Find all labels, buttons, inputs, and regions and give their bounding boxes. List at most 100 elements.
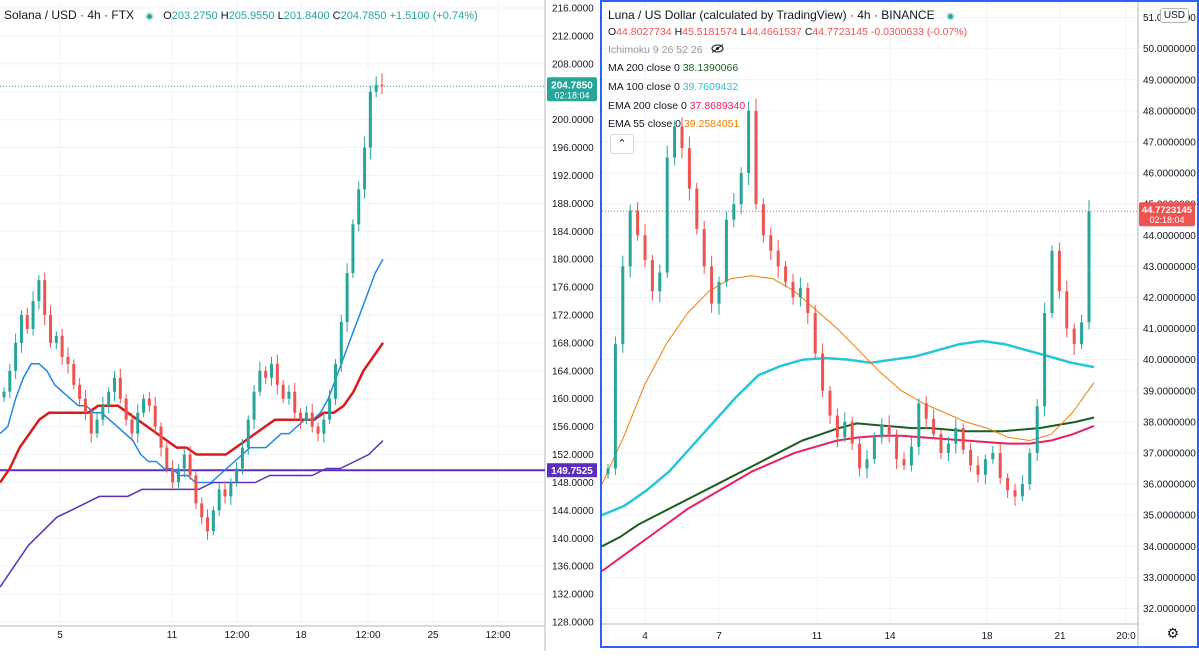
open-value: 44.8027734 — [616, 26, 672, 38]
open-label: O — [608, 26, 617, 38]
change-value: -0.0300633 (-0.07%) — [870, 26, 968, 38]
low-label: L — [740, 26, 747, 38]
candle — [1035, 406, 1039, 453]
candle — [60, 335, 64, 357]
candle — [791, 281, 795, 298]
y-tick-label: 136.0000 — [552, 562, 594, 573]
candle — [1043, 313, 1047, 407]
luna-chart-title[interactable]: Luna / US Dollar (calculated by TradingV… — [608, 8, 935, 22]
y-tick-label: 140.0000 — [552, 534, 594, 545]
y-tick-label: 176.0000 — [552, 283, 594, 294]
hidden-eye-icon[interactable] — [711, 44, 724, 56]
candle — [211, 510, 215, 532]
candle — [1020, 484, 1024, 497]
ema-55-line — [601, 275, 1095, 485]
x-tick-label: 12:00 — [485, 630, 510, 641]
luna-chart-pane[interactable]: 51.000000050.000000049.000000048.0000000… — [600, 0, 1199, 648]
currency-button[interactable]: USD — [1159, 8, 1189, 23]
candle — [37, 280, 41, 302]
luna-chart-canvas[interactable]: 51.000000050.000000049.000000048.0000000… — [601, 2, 1197, 646]
candle — [246, 419, 250, 448]
solana-chart-canvas[interactable]: 216.0000212.0000208.0000204.0000200.0000… — [0, 0, 598, 651]
indicator-value: 39.2584051 — [683, 118, 740, 130]
candle — [1065, 291, 1069, 329]
price-label-countdown: 02:18:04 — [1149, 215, 1184, 225]
candle — [328, 398, 332, 420]
indicator-ema200[interactable]: EMA 200 close 0 37.8689340 — [608, 100, 745, 112]
candle — [932, 418, 936, 435]
candle — [902, 459, 906, 466]
solana-chart-pane[interactable]: 216.0000212.0000208.0000204.0000200.0000… — [0, 0, 598, 651]
candle — [636, 210, 640, 236]
candle — [223, 489, 227, 497]
candle — [49, 315, 53, 343]
candle — [293, 391, 297, 413]
price-label-box — [547, 77, 597, 102]
x-tick-label: 18 — [981, 631, 993, 642]
candle — [747, 110, 751, 174]
market-open-dot-icon — [145, 11, 155, 21]
price-label-box — [1139, 202, 1195, 227]
high-label: H — [220, 10, 229, 22]
candle — [1072, 328, 1076, 345]
candle — [821, 353, 825, 391]
indicator-ma200[interactable]: MA 200 close 0 38.1390066 — [608, 62, 738, 74]
candle — [176, 468, 180, 483]
candle — [1057, 250, 1061, 292]
candle — [998, 452, 1002, 478]
candle — [613, 344, 617, 469]
y-tick-label: 50.0000000 — [1143, 44, 1196, 55]
candle — [200, 503, 204, 518]
y-tick-label: 44.0000000 — [1143, 231, 1196, 242]
collapse-legend-button[interactable]: ⌃ — [610, 134, 634, 154]
y-tick-label: 128.0000 — [552, 618, 594, 629]
y-tick-label: 33.0000000 — [1143, 573, 1196, 584]
candle — [813, 313, 817, 354]
candle — [235, 468, 239, 483]
indicator-ma100[interactable]: MA 100 close 0 39.7609432 — [608, 81, 738, 93]
candle — [374, 84, 378, 92]
candle — [95, 419, 99, 434]
candle — [66, 356, 70, 364]
luna-ohlc: O44.8027734 H45.5181574 L44.4661537 C44.… — [608, 26, 967, 38]
candle — [665, 157, 669, 273]
x-tick-label: 4 — [642, 631, 648, 642]
settings-gear-icon[interactable]: ⚙ — [1166, 625, 1179, 641]
high-value: 45.5181574 — [682, 26, 738, 38]
y-tick-label: 180.0000 — [552, 255, 594, 266]
candle — [991, 452, 995, 460]
candle — [880, 424, 884, 438]
y-tick-label: 156.0000 — [552, 422, 594, 433]
y-tick-label: 36.0000000 — [1143, 480, 1196, 491]
candle — [101, 405, 105, 420]
indicator-label: EMA 200 close 0 — [608, 100, 687, 112]
price-label-countdown: 02:18:04 — [554, 90, 589, 100]
x-tick-label: 20:0 — [1116, 631, 1136, 642]
open-label: O — [163, 10, 172, 22]
y-tick-label: 172.0000 — [552, 311, 594, 322]
y-tick-label: 35.0000000 — [1143, 511, 1196, 522]
solana-chart-title[interactable]: Solana / USD · 4h · FTX — [4, 8, 135, 22]
candle — [687, 148, 691, 189]
indicator-ema55[interactable]: EMA 55 close 0 39.2584051 — [608, 118, 739, 130]
candle — [229, 482, 233, 497]
candle — [83, 398, 87, 413]
indicator-ichimoku[interactable]: Ichimoku 9 26 52 26 — [608, 44, 724, 56]
candle — [380, 84, 384, 87]
candle — [946, 443, 950, 453]
candle — [872, 437, 876, 460]
candle — [606, 468, 610, 475]
candle — [650, 260, 654, 292]
candle — [961, 428, 965, 450]
y-tick-label: 152.0000 — [552, 450, 594, 461]
x-tick-label: 12:00 — [355, 630, 380, 641]
candle — [258, 370, 262, 392]
candle — [1080, 322, 1084, 345]
y-tick-label: 184.0000 — [552, 227, 594, 238]
candle — [194, 475, 198, 504]
candle — [25, 315, 29, 329]
candle — [1087, 211, 1091, 323]
y-tick-label: 216.0000 — [552, 4, 594, 15]
candle — [1028, 452, 1032, 485]
candle — [769, 235, 773, 251]
